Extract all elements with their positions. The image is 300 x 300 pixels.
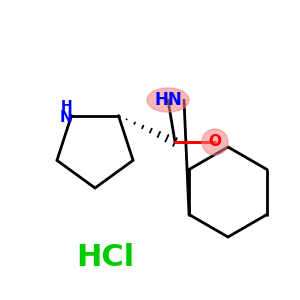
Text: H: H <box>61 99 72 112</box>
Ellipse shape <box>202 129 228 155</box>
Ellipse shape <box>147 88 189 112</box>
Text: HN: HN <box>154 91 182 109</box>
Text: O: O <box>208 134 221 149</box>
Text: HCl: HCl <box>76 244 134 272</box>
Text: N: N <box>60 110 73 125</box>
